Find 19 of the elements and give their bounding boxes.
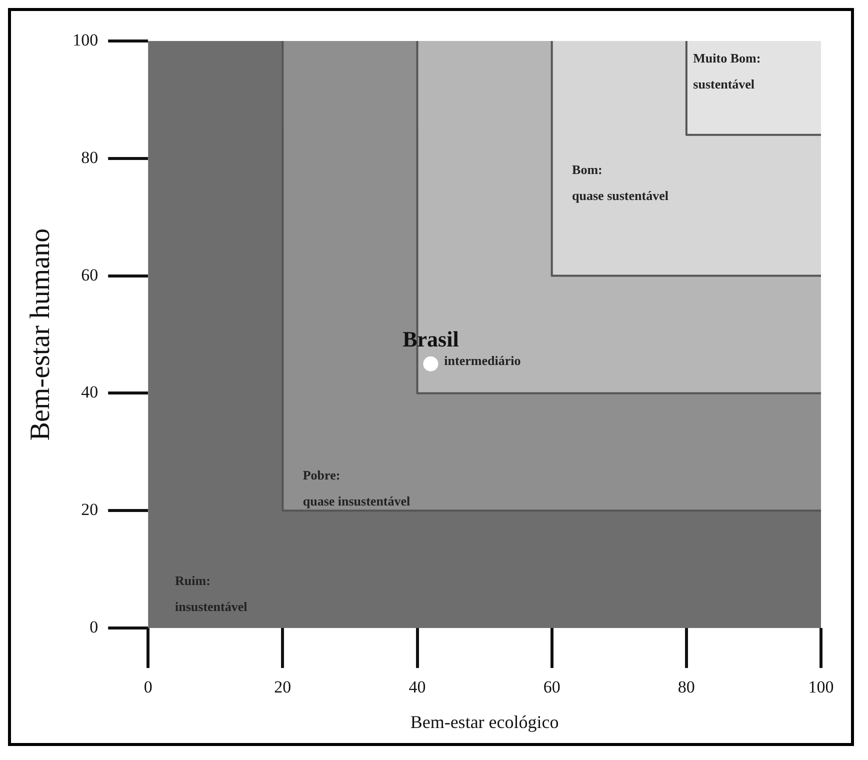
annotation: Bom: quase sustentável	[572, 162, 669, 204]
y-tick-label: 20	[81, 500, 98, 520]
annotation: Ruim: insustentável	[175, 573, 248, 614]
annotation: Pobre: quase insustentável	[302, 467, 411, 508]
y-tick-label: 100	[72, 30, 98, 50]
x-axis-title: Bem-estar ecológico	[410, 712, 559, 732]
x-tick-label: 100	[808, 678, 834, 697]
y-tick-label: 60	[81, 265, 98, 284]
y-tick-label: 40	[81, 382, 98, 402]
y-axis-title: Bem-estar humano	[25, 228, 56, 441]
x-tick-label: 40	[408, 678, 426, 697]
x-tick-label: 80	[678, 678, 695, 697]
y-tick-label: 0	[90, 617, 98, 636]
x-tick-label: 0	[144, 678, 152, 697]
x-tick-label: 60	[543, 678, 560, 697]
y-tick-label: 80	[81, 148, 98, 167]
annotation: intermediário	[444, 352, 521, 368]
x-tick-label: 20	[274, 678, 292, 697]
annotation: Muito Bom: sustentável	[693, 50, 761, 92]
